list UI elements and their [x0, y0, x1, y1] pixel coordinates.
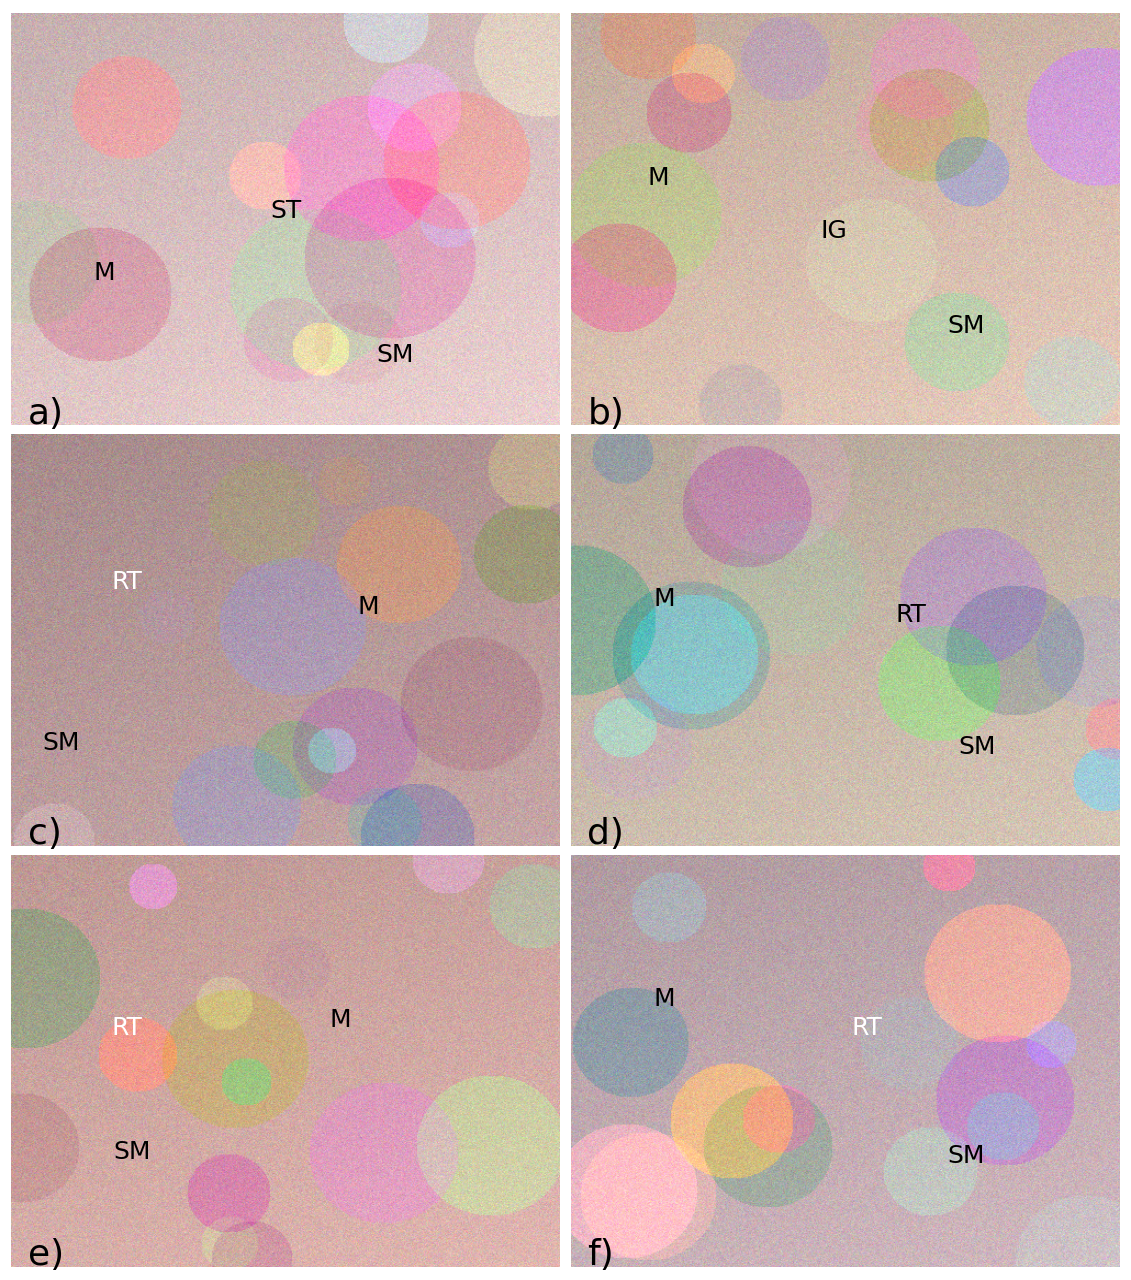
Text: M: M: [94, 261, 115, 284]
Text: a): a): [28, 397, 63, 430]
Text: M: M: [357, 595, 379, 620]
Text: ST: ST: [270, 198, 301, 223]
Text: e): e): [28, 1238, 63, 1272]
Text: SM: SM: [958, 735, 995, 759]
Text: M: M: [654, 987, 675, 1011]
Text: M: M: [648, 166, 670, 189]
Text: RT: RT: [111, 570, 143, 594]
Text: b): b): [587, 397, 624, 430]
Text: SM: SM: [948, 1144, 985, 1167]
Text: RT: RT: [852, 1016, 882, 1039]
Text: SM: SM: [948, 315, 985, 338]
Text: SM: SM: [42, 731, 79, 755]
Text: M: M: [330, 1007, 352, 1032]
Text: c): c): [28, 818, 62, 851]
Text: RT: RT: [111, 1016, 143, 1039]
Text: RT: RT: [896, 603, 926, 627]
Text: IG: IG: [821, 219, 848, 243]
Text: M: M: [654, 586, 675, 611]
Text: d): d): [587, 818, 624, 851]
Text: f): f): [587, 1238, 614, 1272]
Text: SM: SM: [113, 1139, 150, 1164]
Text: SM: SM: [377, 343, 414, 367]
